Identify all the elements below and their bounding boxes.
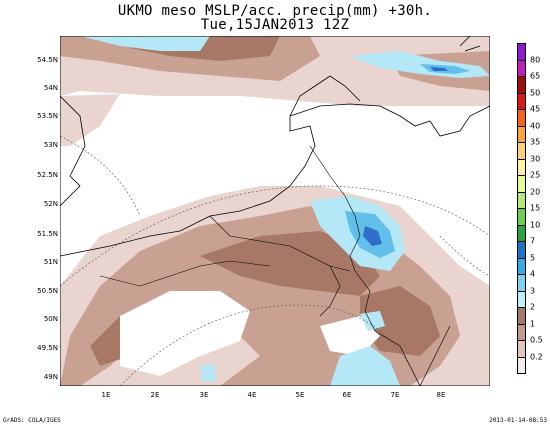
lon-label: 2E (150, 391, 160, 399)
legend-label: 1 (530, 319, 536, 328)
legend-label: 2 (530, 302, 536, 312)
legend-label: 65 (530, 71, 541, 81)
legend-label: 20 (530, 187, 541, 196)
legend-color-box (517, 290, 526, 308)
legend-label: 40 (530, 121, 541, 130)
chart-title-line2: Tue,15JAN2013 12Z (200, 17, 350, 33)
lon-label: 6E (342, 391, 352, 399)
legend-color-box (517, 257, 526, 275)
lat-label: 51.5N (37, 230, 58, 238)
legend-label: 80 (530, 55, 541, 64)
lat-label: 53N (43, 141, 58, 149)
lon-label: 4E (247, 391, 257, 399)
country-borders (99, 145, 451, 386)
lon-label: 5E (295, 391, 305, 399)
legend-label: 7 (530, 236, 536, 246)
legend-label: 30 (530, 154, 541, 163)
legend-color-box (517, 125, 526, 143)
legend-color-box (517, 340, 526, 358)
lat-label: 52.5N (37, 171, 58, 179)
footer-credit: GrADS: COLA/IGES (3, 417, 61, 424)
legend-color-box (517, 175, 526, 193)
legend-color-box (517, 109, 526, 127)
legend-color-box (517, 142, 526, 160)
precip-color-legend: 0.2 0.5 1 2 3 4 5 7 10 15 20 25 30 35 40 45 50 65 80 (510, 43, 550, 374)
legend-label: 4 (530, 269, 536, 279)
legend-label: 25 (530, 170, 541, 180)
legend-label: 5 (530, 253, 536, 262)
lat-label: 52N (43, 200, 58, 208)
legend-label: 3 (530, 286, 536, 295)
footer-timestamp: 2013-01-14-08:53 (489, 417, 547, 424)
legend-color-box (517, 274, 526, 292)
lon-label: 1E (101, 391, 111, 399)
isobars (60, 135, 490, 386)
legend-color-box (517, 208, 526, 226)
lat-label: 50.5N (37, 287, 58, 295)
lat-label: 53.5N (37, 112, 58, 120)
lon-label: 8E (436, 391, 446, 399)
lon-label: 7E (390, 391, 400, 399)
lat-label: 49N (43, 373, 58, 381)
coastline (60, 36, 490, 257)
legend-color-box (517, 76, 526, 94)
legend-label: 15 (530, 203, 541, 213)
lat-label: 50N (43, 315, 58, 323)
legend-color-box (517, 158, 526, 176)
legend-color-box (517, 307, 526, 325)
legend-color-box (517, 92, 526, 110)
weather-map (60, 36, 490, 386)
legend-color-box (517, 43, 526, 61)
legend-label: 50 (530, 88, 541, 97)
legend-label: 0.5 (530, 335, 543, 345)
legend-label: 0.2 (530, 352, 543, 361)
legend-label: 35 (530, 137, 541, 147)
legend-color-box (517, 191, 526, 209)
legend-color-box (517, 356, 526, 374)
legend-color-box (517, 59, 526, 77)
no-precip-area (120, 291, 380, 376)
precip-dark-blue (363, 67, 448, 246)
legend-color-box (517, 241, 526, 259)
legend-color-box (517, 323, 526, 341)
lat-label: 54N (43, 84, 58, 92)
lon-label: 3E (199, 391, 209, 399)
lat-label: 54.5N (37, 56, 58, 64)
lat-label: 51N (43, 258, 58, 266)
lat-label: 49.5N (37, 344, 58, 352)
legend-label: 10 (530, 220, 541, 229)
legend-color-box (517, 224, 526, 242)
chart-title-line1: UKMO meso MSLP/acc. precip(mm) +30h. (117, 3, 433, 19)
legend-label: 45 (530, 104, 541, 114)
